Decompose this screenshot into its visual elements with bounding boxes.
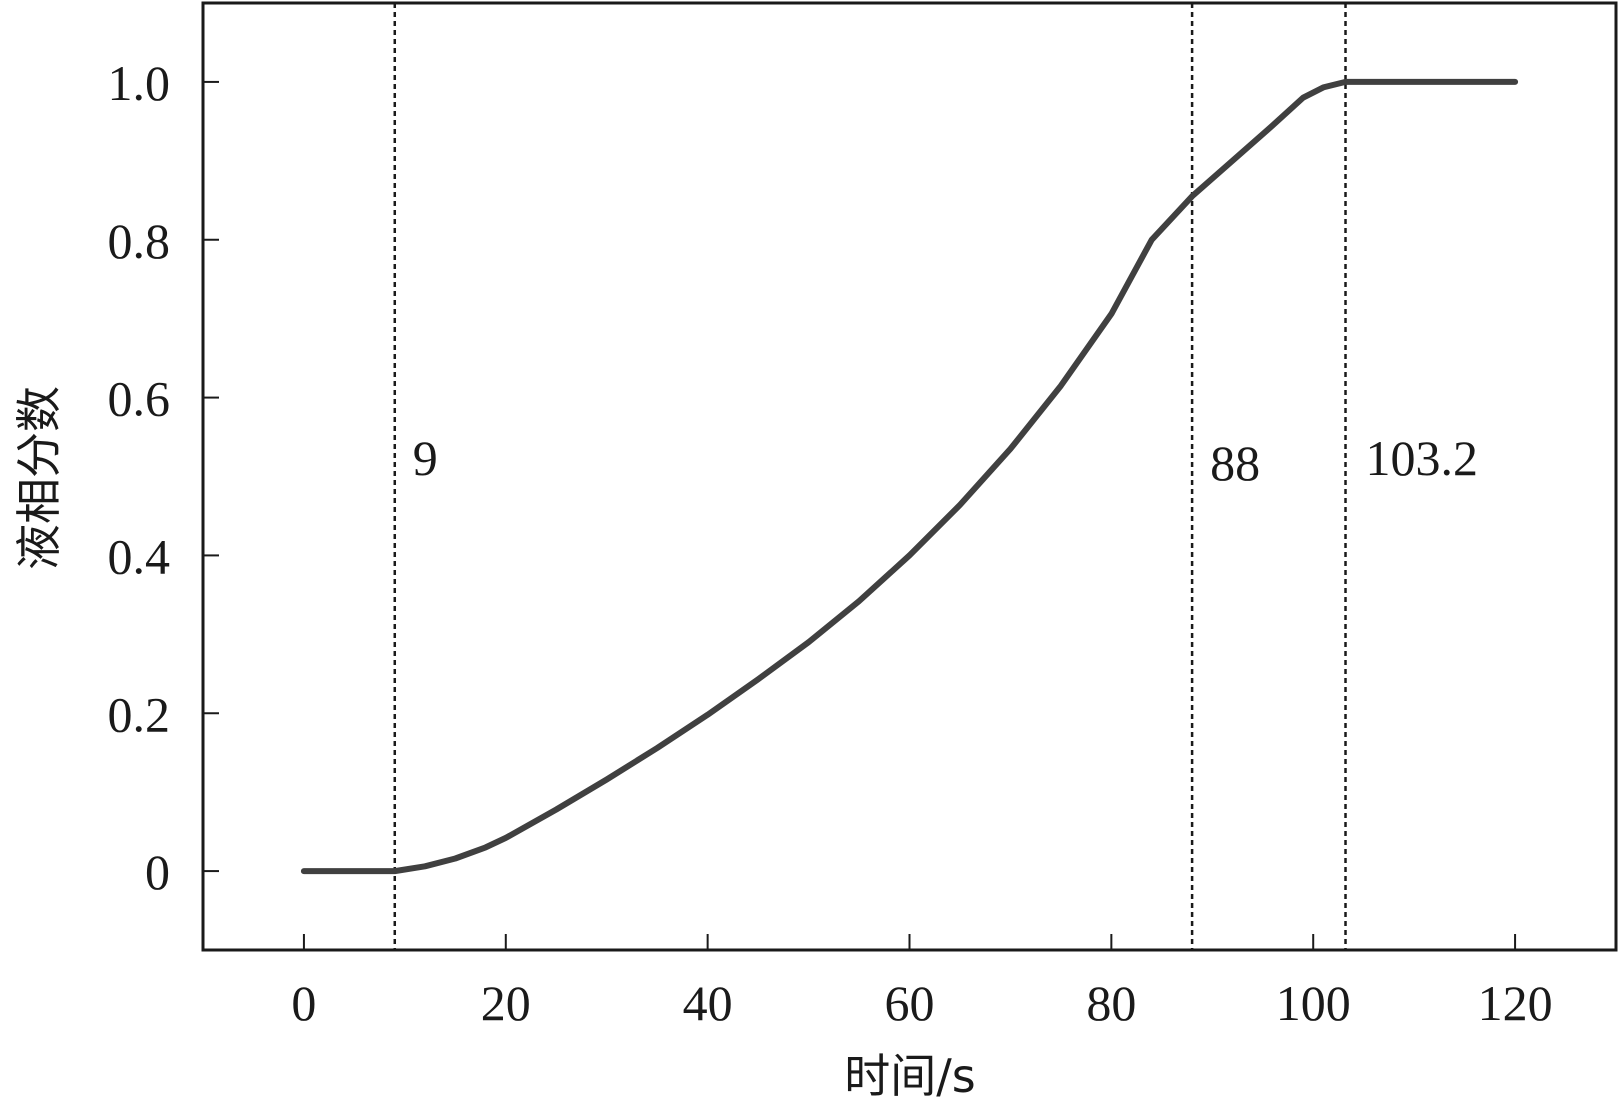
y-tick-label: 0 bbox=[145, 844, 170, 900]
vertical-marker-label: 88 bbox=[1210, 435, 1260, 491]
x-tick-label: 80 bbox=[1086, 975, 1136, 1031]
series-line bbox=[300, 78, 1519, 875]
vertical-marker-label: 9 bbox=[413, 430, 438, 486]
y-tick-label: 0.6 bbox=[108, 371, 171, 427]
series-line-layer bbox=[300, 78, 1519, 875]
y-tick-label: 0.4 bbox=[108, 528, 171, 584]
x-axis-title: 时间/s bbox=[844, 1049, 975, 1103]
x-tick-label: 120 bbox=[1478, 975, 1553, 1031]
x-tick-label: 20 bbox=[481, 975, 531, 1031]
x-tick-label: 100 bbox=[1276, 975, 1351, 1031]
x-tick-label: 0 bbox=[291, 975, 316, 1031]
x-tick-label: 60 bbox=[885, 975, 935, 1031]
y-axis-ticks: 0 0.2 0.4 0.6 0.8 1.0 bbox=[108, 55, 219, 900]
y-axis-title: 液相分数 bbox=[12, 386, 66, 570]
y-tick-label: 0.8 bbox=[108, 213, 171, 269]
y-tick-label: 1.0 bbox=[108, 55, 171, 111]
vertical-marker-label: 103.2 bbox=[1366, 430, 1479, 486]
y-tick-label: 0.2 bbox=[108, 686, 171, 742]
x-axis-ticks: 0 20 40 60 80 100 120 bbox=[291, 934, 1553, 1031]
x-tick-label: 40 bbox=[683, 975, 733, 1031]
vertical-marker-lines: 9 88 103.2 bbox=[393, 3, 1479, 950]
